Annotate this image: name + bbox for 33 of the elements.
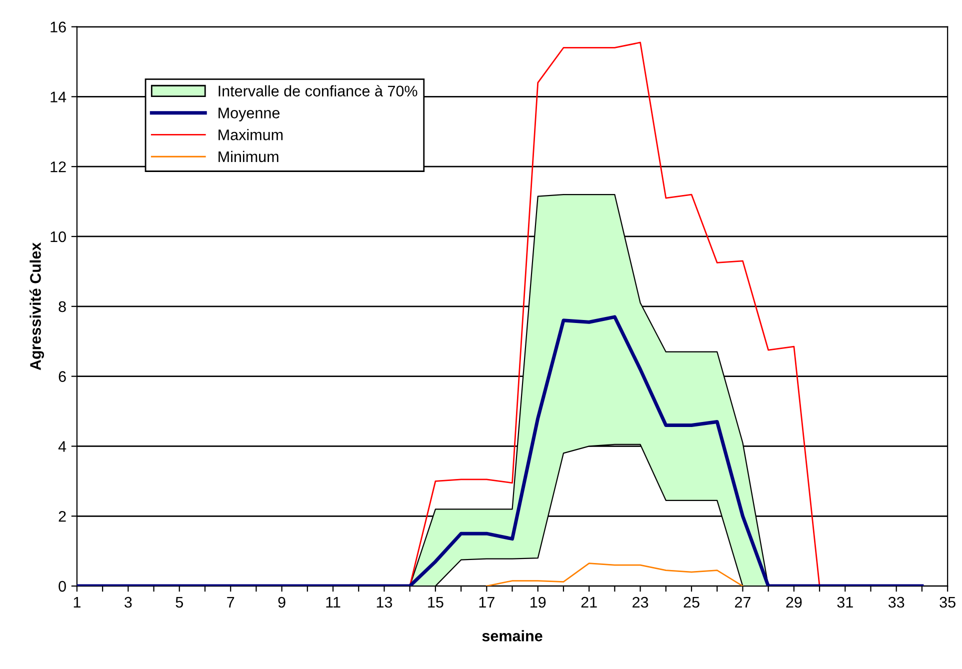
- x-tick-label: 19: [530, 596, 546, 608]
- legend-label: Minimum: [218, 150, 278, 162]
- x-axis-title: semaine: [482, 630, 542, 642]
- x-tick-label: 3: [124, 596, 132, 608]
- x-tick-label: 17: [479, 597, 494, 608]
- x-tick-label: 33: [888, 596, 904, 608]
- y-tick-label: 10: [50, 231, 66, 242]
- x-tick-label: 15: [428, 597, 444, 608]
- x-tick-label: 29: [786, 596, 802, 608]
- x-tick-label: 13: [376, 596, 392, 608]
- y-tick-label: 12: [50, 161, 66, 172]
- x-tick-label: 31: [837, 596, 853, 608]
- x-tick-label: 27: [734, 596, 750, 608]
- x-tick-label: 21: [581, 596, 597, 608]
- legend-label: Maximum: [218, 129, 283, 140]
- y-tick-label: 4: [58, 441, 66, 452]
- y-tick-label: 6: [58, 371, 66, 382]
- x-tick-label: 5: [176, 597, 183, 608]
- x-tick-label: 1: [74, 597, 80, 608]
- legend-label: Intervalle de confiance à 70%: [218, 85, 418, 96]
- y-tick-label: 14: [50, 92, 66, 102]
- x-tick-label: 7: [227, 597, 234, 608]
- y-tick-label: 16: [50, 22, 66, 32]
- x-tick-label: 25: [684, 596, 700, 608]
- y-axis-title: Agressivité Culex: [30, 242, 44, 370]
- x-tick-label: 11: [326, 597, 340, 608]
- x-tick-label: 9: [278, 596, 286, 608]
- legend-label: Moyenne: [218, 108, 280, 122]
- y-tick-label: 8: [58, 301, 66, 312]
- y-tick-label: 2: [58, 511, 66, 522]
- x-tick-label: 23: [632, 596, 648, 608]
- y-tick-label: 0: [58, 580, 66, 592]
- x-tick-label: 35: [940, 596, 956, 608]
